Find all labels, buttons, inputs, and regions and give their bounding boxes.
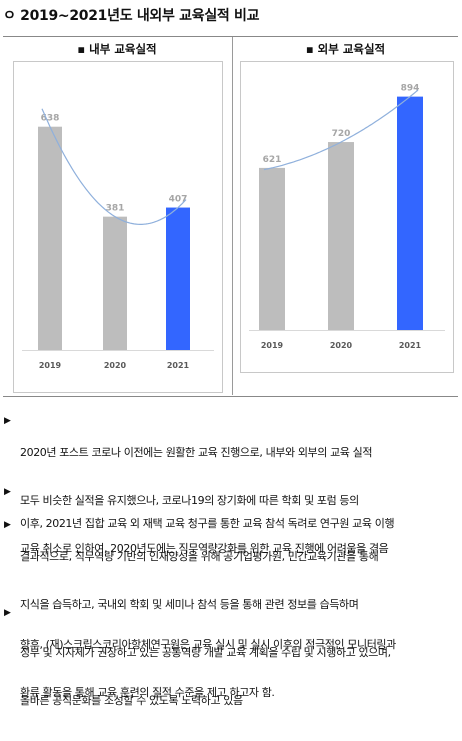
data-label: 894 [401, 84, 420, 94]
bullet-line: 2020년 포스트 코로나 이전에는 원활한 교육 진행으로, 내부와 외부의 … [20, 446, 373, 459]
page-title: ㅇ 2019~2021년도 내외부 교육실적 비교 [3, 8, 260, 24]
data-label: 621 [263, 155, 282, 165]
external-chart-header: ▪ 외부 교육실적 [305, 42, 386, 56]
internal-chart-header: ▪ 내부 교육실적 [77, 42, 157, 56]
external-chart-panel: 621 2019 720 2020 894 2021 [240, 61, 454, 373]
bullet-line: 지식을 습득하고, 국내외 학회 및 세미나 참석 등을 통해 관련 정보를 습… [20, 598, 359, 611]
x-tick-label: 2019 [39, 361, 62, 370]
bullet-marker: ▶ [4, 520, 11, 530]
data-label: 638 [41, 114, 60, 124]
bullet-line: 교육 취소로 인하여, 2020년도에는 직무역량강화를 위한 교육 진행에 어… [20, 542, 389, 555]
bullet-marker: ▶ [4, 416, 11, 426]
data-label: 407 [169, 195, 188, 205]
bullet-line: 환류 활동을 통해 교육 훈련의 질적 수준을 제고 하고자 함. [20, 686, 275, 699]
bullet-marker: ▶ [4, 487, 11, 497]
x-tick-label: 2021 [167, 361, 190, 370]
external-chart-svg: 621 2019 720 2020 894 2021 [249, 84, 445, 350]
bar-2021 [166, 207, 190, 350]
bar-2020 [328, 142, 354, 330]
internal-chart-svg: 638 2019 381 2020 407 2021 [22, 108, 214, 370]
charts-frame: ▪ 내부 교육실적 ▪ 외부 교육실적 638 2019 381 2020 407 202… [3, 36, 458, 397]
bar-2019 [38, 126, 62, 350]
x-tick-label: 2020 [330, 341, 353, 350]
data-label: 720 [332, 129, 351, 139]
bullet-line: 모두 비슷한 실적을 유지했으나, 코로나19의 장기화에 따른 학회 및 포럼… [20, 494, 359, 507]
bar-2020 [103, 216, 127, 350]
bar-2021 [397, 96, 423, 330]
bullet-line: 향후, (재)스크립스코리아항체연구원은 교육 실시 및 실시 이후의 적극적인… [20, 638, 396, 651]
x-tick-label: 2021 [399, 341, 422, 350]
bullet-line: 이후, 2021년 집합 교육 외 재택 교육 청구를 통한 교육 참석 독려로… [20, 517, 395, 530]
data-label: 381 [106, 204, 125, 214]
panel-divider [232, 37, 233, 395]
trendline [41, 108, 187, 225]
trendline [263, 89, 419, 171]
bar-2019 [259, 167, 285, 330]
x-tick-label: 2019 [261, 341, 284, 350]
x-tick-label: 2020 [104, 361, 127, 370]
bullet-marker: ▶ [4, 608, 11, 618]
bullet-line: 결과적으로, 직무역량 기반의 인재양성을 위해 공기업평가원, 민간교육기관을… [20, 550, 379, 563]
internal-chart-panel: 638 2019 381 2020 407 2021 [13, 61, 223, 393]
